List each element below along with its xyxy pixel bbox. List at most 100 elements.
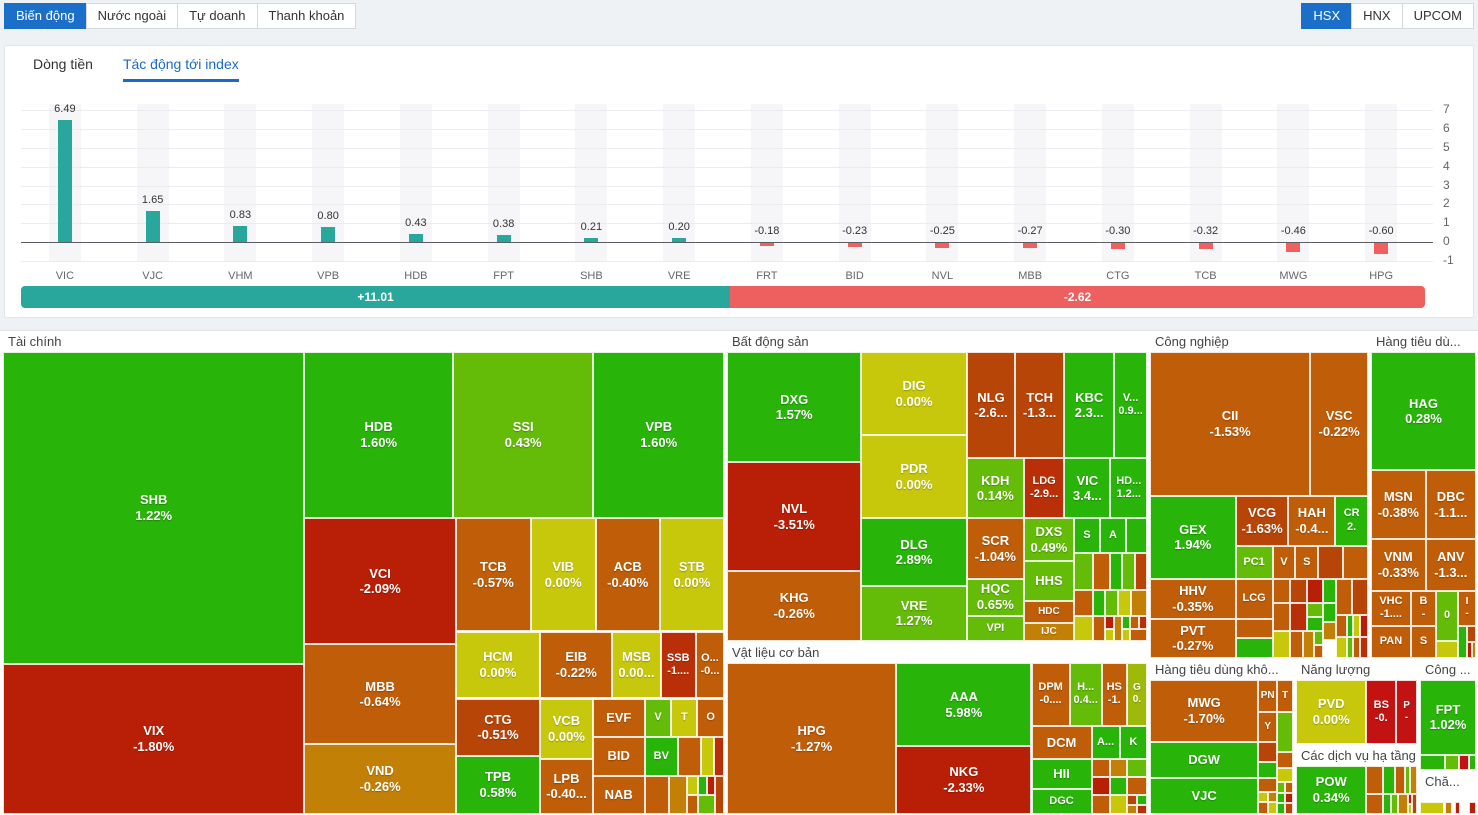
tile-MSB[interactable]: MSB 0.00... xyxy=(612,631,661,699)
tile-MWG[interactable]: MWG -1.70% xyxy=(1150,680,1259,743)
view-tab-bien-dong[interactable]: Biến động xyxy=(4,3,87,29)
tile-T[interactable]: T xyxy=(671,698,698,737)
tile[interactable] xyxy=(1134,552,1147,591)
exchange-tab-upcom[interactable]: UPCOM xyxy=(1401,3,1474,29)
tile[interactable] xyxy=(644,775,670,814)
tile[interactable] xyxy=(1284,781,1293,793)
bar-VHM[interactable] xyxy=(233,226,248,242)
tile[interactable] xyxy=(1110,795,1128,814)
tile-EVF[interactable]: EVF xyxy=(592,698,645,737)
tile[interactable] xyxy=(1127,759,1147,778)
tile[interactable] xyxy=(1407,803,1413,814)
view-tab-nuoc-ngoai[interactable]: Nước ngoài xyxy=(85,3,179,29)
tile-VIC[interactable]: VIC 3.4... xyxy=(1064,458,1111,519)
exchange-tab-hnx[interactable]: HNX xyxy=(1351,3,1403,29)
tile-DCM[interactable]: DCM xyxy=(1031,725,1092,760)
tile[interactable] xyxy=(1346,636,1354,658)
tile[interactable] xyxy=(1127,804,1138,814)
tile-LCG[interactable]: LCG xyxy=(1235,578,1273,619)
bar-HPG[interactable] xyxy=(1374,243,1389,255)
tile[interactable] xyxy=(1110,777,1128,796)
tile[interactable] xyxy=(1444,801,1453,814)
tile-T[interactable]: T xyxy=(1277,680,1293,713)
bar-MWG[interactable] xyxy=(1286,243,1301,252)
tile[interactable] xyxy=(1405,766,1410,794)
tile[interactable] xyxy=(1235,618,1273,639)
tile[interactable] xyxy=(1091,777,1111,796)
tile-VPB[interactable]: VPB 1.60% xyxy=(593,352,724,518)
tile[interactable] xyxy=(1137,795,1147,805)
view-tab-thanh-khoan[interactable]: Thanh khoản xyxy=(256,3,357,29)
tile[interactable] xyxy=(1091,759,1111,778)
tile-SSI[interactable]: SSI 0.43% xyxy=(452,352,594,518)
tile[interactable] xyxy=(1420,801,1444,814)
tile-HHV[interactable]: HHV -0.35% xyxy=(1150,578,1236,619)
tile-HAG[interactable]: HAG 0.28% xyxy=(1371,352,1476,471)
tile[interactable] xyxy=(700,736,714,776)
tile-PVD[interactable]: PVD 0.00% xyxy=(1296,680,1367,744)
tile-FPT[interactable]: FPT 1.02% xyxy=(1420,680,1476,755)
tile[interactable] xyxy=(1113,616,1123,641)
tile[interactable] xyxy=(1130,628,1147,641)
tile-ANV[interactable]: ANV -1.3... xyxy=(1425,538,1476,591)
tile-CTG[interactable]: CTG -0.51% xyxy=(455,698,541,756)
bar-MBB[interactable] xyxy=(1023,243,1038,249)
tile-SHB[interactable]: SHB 1.22% xyxy=(3,352,305,664)
bar-HDB[interactable] xyxy=(408,233,423,242)
tile[interactable] xyxy=(1122,552,1135,591)
tile[interactable] xyxy=(706,775,716,795)
tile[interactable] xyxy=(1105,628,1114,641)
view-tab-tu-doanh[interactable]: Tự doanh xyxy=(177,3,258,29)
tile[interactable] xyxy=(1459,754,1470,770)
tile-VPI[interactable]: VPI xyxy=(966,615,1024,641)
tile-PDR[interactable]: PDR 0.00% xyxy=(861,435,967,519)
tile[interactable] xyxy=(1395,766,1406,794)
tile[interactable] xyxy=(669,775,687,814)
tile-GEX[interactable]: GEX 1.94% xyxy=(1150,495,1236,579)
tile[interactable] xyxy=(1289,630,1304,658)
tile[interactable] xyxy=(1353,615,1360,637)
tile[interactable] xyxy=(1307,578,1323,604)
tile[interactable] xyxy=(1137,804,1147,814)
tile[interactable] xyxy=(1436,640,1459,658)
tile-Y[interactable]: Y xyxy=(1258,712,1278,743)
tile-A[interactable]: A xyxy=(1099,518,1126,553)
tile[interactable] xyxy=(1335,615,1347,637)
tile-PAN[interactable]: PAN xyxy=(1371,625,1411,658)
exchange-tab-hsx[interactable]: HSX xyxy=(1301,3,1353,29)
tile[interactable] xyxy=(713,736,724,776)
tile[interactable] xyxy=(1359,636,1368,658)
tile-VSC[interactable]: VSC -0.22% xyxy=(1310,352,1368,496)
tile-BID[interactable]: BID xyxy=(592,736,645,776)
tile[interactable] xyxy=(1383,793,1391,814)
tile-CR[interactable]: CR 2. xyxy=(1335,495,1368,546)
tile[interactable] xyxy=(1073,616,1093,641)
tile[interactable] xyxy=(1335,636,1347,658)
bar-TCB[interactable] xyxy=(1198,243,1213,250)
tile[interactable] xyxy=(1138,616,1147,629)
tile[interactable] xyxy=(1091,795,1111,814)
tile-V[interactable]: V xyxy=(1272,545,1296,579)
tile-VIX[interactable]: VIX -1.80% xyxy=(3,663,305,814)
tile[interactable] xyxy=(1366,766,1384,794)
tile[interactable] xyxy=(1110,759,1128,778)
tile[interactable] xyxy=(1466,625,1476,642)
tile[interactable] xyxy=(1267,802,1278,814)
tile[interactable] xyxy=(1366,793,1384,814)
bar-VIC[interactable] xyxy=(57,119,72,242)
tile[interactable] xyxy=(1272,603,1290,631)
tile-HS[interactable]: HS -1. xyxy=(1101,663,1127,726)
tile-SCR[interactable]: SCR -1.04% xyxy=(966,518,1024,579)
tile-TCB[interactable]: TCB -0.57% xyxy=(455,517,531,632)
tile[interactable] xyxy=(1073,552,1093,591)
tile[interactable] xyxy=(1126,518,1147,553)
tile-B[interactable]: B- xyxy=(1410,590,1437,626)
tile-POW[interactable]: POW 0.34% xyxy=(1296,766,1367,814)
tile-HDC[interactable]: HDC xyxy=(1023,600,1074,623)
tile-HHS[interactable]: HHS xyxy=(1023,560,1074,601)
tile[interactable] xyxy=(1092,616,1106,641)
tile-NAB[interactable]: NAB xyxy=(592,775,645,814)
tile-V[interactable]: V xyxy=(644,698,672,737)
tile-VHC[interactable]: VHC -1.... xyxy=(1371,590,1411,626)
tile-PVT[interactable]: PVT -0.27% xyxy=(1150,618,1236,658)
